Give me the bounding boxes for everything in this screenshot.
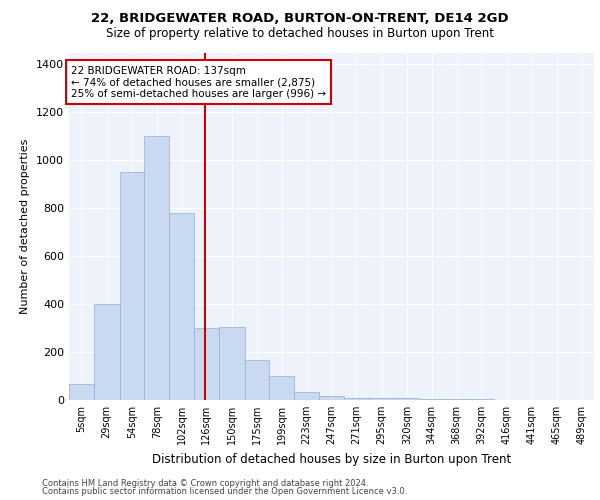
X-axis label: Distribution of detached houses by size in Burton upon Trent: Distribution of detached houses by size … xyxy=(152,452,511,466)
Bar xyxy=(444,399,469,400)
Bar xyxy=(69,384,94,400)
Bar xyxy=(119,172,145,400)
Bar xyxy=(395,398,419,400)
Bar xyxy=(219,327,245,400)
Text: 22 BRIDGEWATER ROAD: 137sqm
← 74% of detached houses are smaller (2,875)
25% of : 22 BRIDGEWATER ROAD: 137sqm ← 74% of det… xyxy=(71,66,326,99)
Bar xyxy=(369,398,395,400)
Bar xyxy=(94,304,119,400)
Text: Contains HM Land Registry data © Crown copyright and database right 2024.: Contains HM Land Registry data © Crown c… xyxy=(42,478,368,488)
Bar xyxy=(269,376,294,400)
Y-axis label: Number of detached properties: Number of detached properties xyxy=(20,138,31,314)
Text: Contains public sector information licensed under the Open Government Licence v3: Contains public sector information licen… xyxy=(42,487,407,496)
Bar xyxy=(294,392,319,400)
Text: 22, BRIDGEWATER ROAD, BURTON-ON-TRENT, DE14 2GD: 22, BRIDGEWATER ROAD, BURTON-ON-TRENT, D… xyxy=(91,12,509,26)
Bar xyxy=(145,136,169,400)
Text: Size of property relative to detached houses in Burton upon Trent: Size of property relative to detached ho… xyxy=(106,28,494,40)
Bar xyxy=(194,328,219,400)
Bar xyxy=(169,213,194,400)
Bar xyxy=(245,360,269,400)
Bar xyxy=(419,399,444,400)
Bar xyxy=(319,396,344,400)
Bar xyxy=(344,398,369,400)
